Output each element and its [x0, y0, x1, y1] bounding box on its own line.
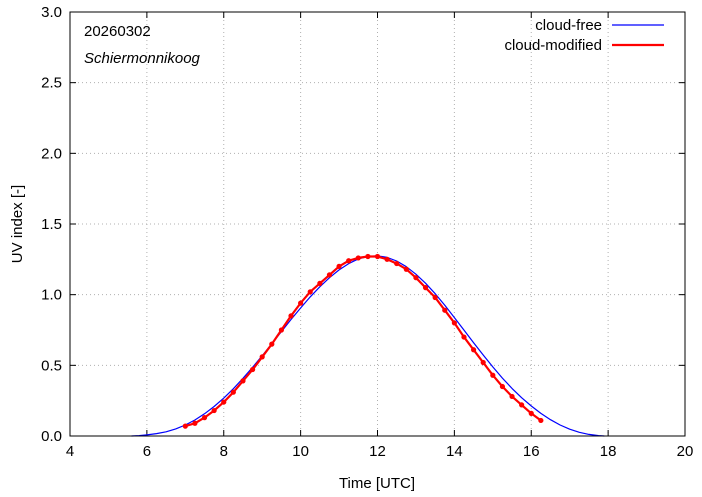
y-tick-label: 1.5 — [41, 216, 62, 233]
x-tick-label: 16 — [523, 443, 540, 460]
data-point-cloud-modified — [365, 253, 371, 260]
data-point-cloud-modified — [336, 263, 342, 269]
y-tick-label: 3.0 — [41, 4, 62, 21]
x-tick-label: 20 — [677, 443, 694, 460]
data-point-cloud-modified — [394, 260, 400, 267]
data-point-cloud-modified — [288, 313, 294, 319]
data-point-cloud-modified — [470, 347, 477, 353]
data-point-cloud-modified — [451, 320, 457, 326]
y-tick-label: 1.0 — [41, 287, 62, 304]
data-point-cloud-modified — [269, 341, 275, 347]
data-point-cloud-modified — [298, 300, 304, 306]
data-point-cloud-modified — [249, 366, 256, 373]
data-point-cloud-modified — [499, 383, 506, 390]
x-tick-label: 14 — [446, 443, 463, 460]
x-axis-title: Time [UTC] — [339, 475, 415, 492]
y-tick-label: 0.5 — [41, 357, 62, 374]
data-point-cloud-modified — [490, 372, 496, 378]
data-point-cloud-modified — [346, 258, 352, 264]
data-point-cloud-modified — [509, 393, 515, 400]
data-point-cloud-modified — [432, 294, 438, 301]
data-point-cloud-modified — [192, 420, 198, 426]
grid-lines — [70, 12, 685, 436]
plot-frame — [69, 11, 686, 437]
data-point-cloud-modified — [201, 415, 208, 421]
data-point-cloud-modified — [480, 359, 486, 366]
y-tick-label: 2.0 — [41, 145, 62, 162]
series-line-cloud-free — [131, 255, 605, 437]
series-layer — [131, 253, 605, 437]
data-point-cloud-modified — [259, 354, 265, 360]
location-annotation: Schiermonnikoog — [84, 50, 201, 67]
data-point-cloud-modified — [317, 280, 323, 286]
data-point-cloud-modified — [528, 410, 534, 416]
data-point-cloud-modified — [307, 289, 313, 295]
data-point-cloud-modified — [221, 399, 227, 405]
x-tick-label: 4 — [66, 443, 74, 460]
data-point-cloud-modified — [413, 275, 419, 281]
data-point-cloud-modified — [230, 389, 236, 395]
data-point-cloud-modified — [211, 407, 217, 414]
data-point-cloud-modified — [519, 402, 525, 408]
y-tick-label: 2.5 — [41, 75, 62, 92]
data-point-cloud-modified — [182, 423, 188, 429]
data-point-cloud-modified — [240, 378, 246, 384]
data-point-cloud-modified — [442, 307, 448, 313]
x-tick-label: 10 — [292, 443, 309, 460]
data-point-cloud-modified — [403, 266, 409, 272]
data-point-cloud-modified — [374, 253, 381, 260]
data-point-cloud-modified — [384, 256, 390, 262]
data-point-cloud-modified — [355, 255, 361, 261]
series-line-cloud-modified — [184, 255, 542, 428]
legend: cloud-free cloud-modified — [504, 17, 664, 54]
x-tick-label: 18 — [600, 443, 617, 460]
data-point-cloud-modified — [326, 272, 333, 278]
date-annotation: 20260302 — [84, 23, 151, 40]
legend-label-cloud-free: cloud-free — [535, 17, 602, 34]
x-tick-label: 12 — [369, 443, 386, 460]
data-point-cloud-modified — [461, 334, 467, 340]
tick-labels: 4 6 8 10 12 14 16 18 20 0.0 0.5 1.0 1.5 2.0 2.5 3.0 — [41, 4, 693, 460]
data-point-cloud-modified — [422, 285, 429, 291]
x-tick-label: 8 — [220, 443, 228, 460]
legend-label-cloud-modified: cloud-modified — [504, 37, 602, 54]
data-point-cloud-modified — [538, 417, 544, 424]
y-axis-title: UV index [-] — [9, 185, 26, 263]
x-tick-label: 6 — [143, 443, 151, 460]
data-point-cloud-modified — [278, 327, 285, 333]
y-tick-label: 0.0 — [41, 428, 62, 445]
